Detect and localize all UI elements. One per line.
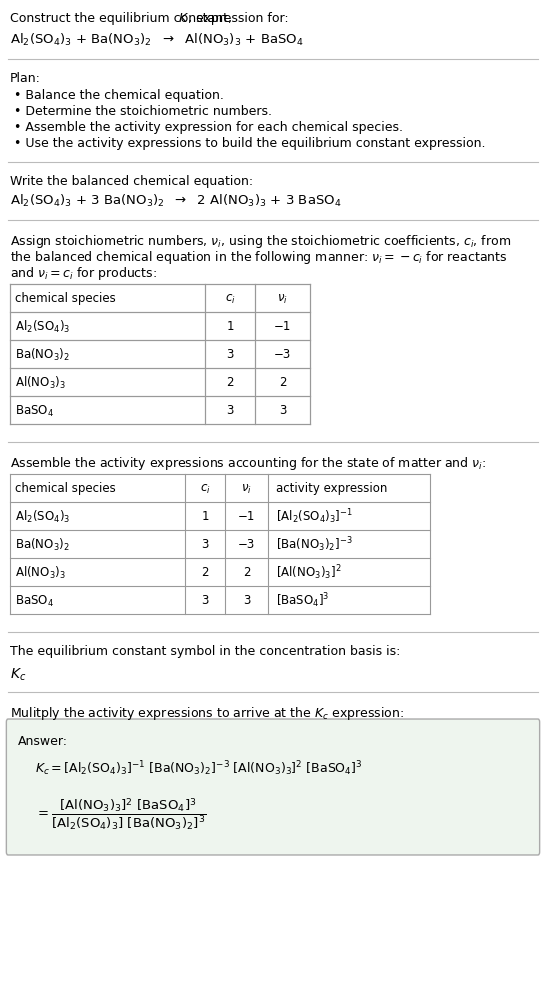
Text: the balanced chemical equation in the following manner: $\nu_i = -c_i$ for react: the balanced chemical equation in the fo… bbox=[10, 248, 507, 265]
Text: BaSO$_4$: BaSO$_4$ bbox=[15, 403, 54, 418]
Text: The equilibrium constant symbol in the concentration basis is:: The equilibrium constant symbol in the c… bbox=[10, 644, 400, 657]
Text: Al$_2$(SO$_4$)$_3$ + Ba(NO$_3$)$_2$  $\rightarrow$  Al(NO$_3$)$_3$ + BaSO$_4$: Al$_2$(SO$_4$)$_3$ + Ba(NO$_3$)$_2$ $\ri… bbox=[10, 32, 304, 48]
Text: [Al(NO$_3$)$_3$]$^2$: [Al(NO$_3$)$_3$]$^2$ bbox=[276, 563, 342, 581]
Text: −1: −1 bbox=[238, 510, 255, 523]
Text: Al(NO$_3$)$_3$: Al(NO$_3$)$_3$ bbox=[15, 375, 66, 391]
Text: Write the balanced chemical equation:: Write the balanced chemical equation: bbox=[10, 175, 253, 188]
Text: 1: 1 bbox=[201, 510, 209, 523]
Text: $K_c = \mathrm{[Al_2(SO_4)_3]^{-1}\ [Ba(NO_3)_2]^{-3}\ [Al(NO_3)_3]^2\ [BaSO_4]^: $K_c = \mathrm{[Al_2(SO_4)_3]^{-1}\ [Ba(… bbox=[35, 758, 363, 777]
Text: chemical species: chemical species bbox=[15, 292, 116, 305]
Text: [Al$_2$(SO$_4$)$_3$]$^{-1}$: [Al$_2$(SO$_4$)$_3$]$^{-1}$ bbox=[276, 507, 353, 526]
Text: Assign stoichiometric numbers, $\nu_i$, using the stoichiometric coefficients, $: Assign stoichiometric numbers, $\nu_i$, … bbox=[10, 233, 511, 249]
Text: 3: 3 bbox=[201, 593, 209, 607]
Text: Mulitply the activity expressions to arrive at the $K_c$ expression:: Mulitply the activity expressions to arr… bbox=[10, 705, 404, 722]
Text: and $\nu_i = c_i$ for products:: and $\nu_i = c_i$ for products: bbox=[10, 264, 157, 281]
Text: −1: −1 bbox=[274, 320, 291, 333]
Text: • Assemble the activity expression for each chemical species.: • Assemble the activity expression for e… bbox=[14, 121, 403, 134]
Text: 2: 2 bbox=[243, 566, 250, 579]
Text: , expression for:: , expression for: bbox=[188, 12, 289, 25]
Text: Al$_2$(SO$_4$)$_3$ + 3 Ba(NO$_3$)$_2$  $\rightarrow$  2 Al(NO$_3$)$_3$ + 3 BaSO$: Al$_2$(SO$_4$)$_3$ + 3 Ba(NO$_3$)$_2$ $\… bbox=[10, 193, 341, 209]
Text: 2: 2 bbox=[201, 566, 209, 579]
Text: Plan:: Plan: bbox=[10, 72, 41, 84]
Text: Construct the equilibrium constant,: Construct the equilibrium constant, bbox=[10, 12, 236, 25]
Text: $c_i$: $c_i$ bbox=[200, 482, 210, 495]
Text: −3: −3 bbox=[274, 348, 291, 361]
Text: Ba(NO$_3$)$_2$: Ba(NO$_3$)$_2$ bbox=[15, 347, 70, 363]
Text: [Ba(NO$_3$)$_2$]$^{-3}$: [Ba(NO$_3$)$_2$]$^{-3}$ bbox=[276, 535, 353, 554]
Text: $c_i$: $c_i$ bbox=[224, 292, 235, 305]
Text: • Balance the chemical equation.: • Balance the chemical equation. bbox=[14, 88, 224, 102]
Text: −3: −3 bbox=[238, 538, 255, 551]
Text: • Use the activity expressions to build the equilibrium constant expression.: • Use the activity expressions to build … bbox=[14, 137, 485, 150]
Text: Al$_2$(SO$_4$)$_3$: Al$_2$(SO$_4$)$_3$ bbox=[15, 319, 70, 335]
Text: $K_c$: $K_c$ bbox=[10, 666, 26, 683]
Text: Ba(NO$_3$)$_2$: Ba(NO$_3$)$_2$ bbox=[15, 537, 70, 553]
Text: Assemble the activity expressions accounting for the state of matter and $\nu_i$: Assemble the activity expressions accoun… bbox=[10, 454, 486, 471]
Text: $K$: $K$ bbox=[178, 12, 189, 25]
Text: $= \dfrac{\mathrm{[Al(NO_3)_3]^2\ [BaSO_4]^3}}{\mathrm{[Al_2(SO_4)_3]\ [Ba(NO_3): $= \dfrac{\mathrm{[Al(NO_3)_3]^2\ [BaSO_… bbox=[35, 796, 206, 832]
Text: Answer:: Answer: bbox=[18, 735, 68, 747]
Text: 3: 3 bbox=[226, 405, 234, 417]
Text: 2: 2 bbox=[279, 376, 286, 389]
Text: 2: 2 bbox=[226, 376, 234, 389]
Text: 1: 1 bbox=[226, 320, 234, 333]
Text: 3: 3 bbox=[201, 538, 209, 551]
Text: [BaSO$_4$]$^3$: [BaSO$_4$]$^3$ bbox=[276, 591, 329, 609]
Text: Al$_2$(SO$_4$)$_3$: Al$_2$(SO$_4$)$_3$ bbox=[15, 509, 70, 525]
Text: $\nu_i$: $\nu_i$ bbox=[277, 292, 288, 305]
Text: chemical species: chemical species bbox=[15, 482, 116, 495]
Text: activity expression: activity expression bbox=[276, 482, 387, 495]
Text: • Determine the stoichiometric numbers.: • Determine the stoichiometric numbers. bbox=[14, 105, 272, 118]
Text: Al(NO$_3$)$_3$: Al(NO$_3$)$_3$ bbox=[15, 565, 66, 580]
Text: BaSO$_4$: BaSO$_4$ bbox=[15, 592, 54, 608]
Text: 3: 3 bbox=[243, 593, 250, 607]
Text: $\nu_i$: $\nu_i$ bbox=[241, 482, 252, 495]
Text: 3: 3 bbox=[279, 405, 286, 417]
Text: 3: 3 bbox=[226, 348, 234, 361]
